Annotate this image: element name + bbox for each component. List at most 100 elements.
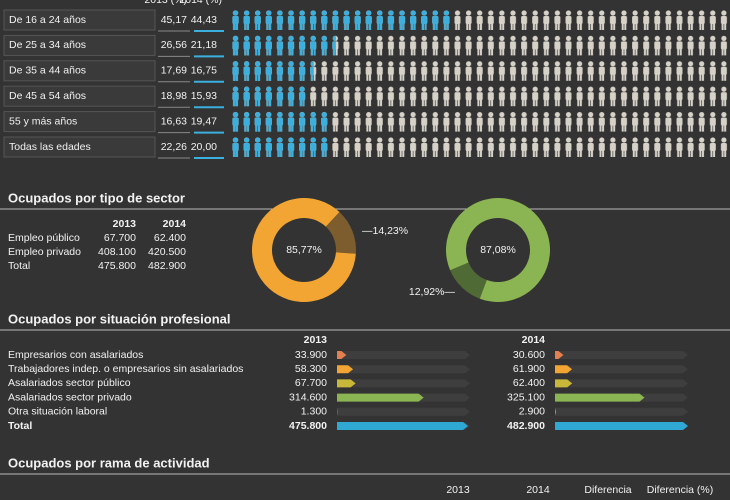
row-label: Asalariados sector privado xyxy=(8,391,132,403)
value: 420.500 xyxy=(148,246,186,258)
pictogram-share xyxy=(230,86,310,108)
row-label: De 35 a 44 años xyxy=(9,65,86,77)
value: 62.400 xyxy=(513,377,545,389)
pictogram-share xyxy=(230,137,330,158)
header: 2013 xyxy=(304,334,328,346)
value: 58.300 xyxy=(295,363,327,375)
bar xyxy=(337,379,356,388)
value: 482.900 xyxy=(507,420,545,432)
header: Diferencia (%) xyxy=(647,484,714,496)
bar xyxy=(555,422,688,430)
pictogram-bg xyxy=(230,60,730,82)
bar xyxy=(555,393,645,402)
row-label: Empresarios con asalariados xyxy=(8,349,143,361)
value-2014: 19,47 xyxy=(191,115,217,127)
donut-rest xyxy=(325,211,356,254)
row-label: Total xyxy=(8,420,32,432)
value-2013: 26,56 xyxy=(161,39,187,51)
value-2013: 16,63 xyxy=(161,115,187,127)
bar-track xyxy=(555,379,688,388)
pictogram-bg xyxy=(230,111,730,133)
bar xyxy=(337,393,424,402)
bar-track xyxy=(337,351,470,359)
section-title: Ocupados por tipo de sector xyxy=(8,190,185,205)
value: 61.900 xyxy=(513,363,545,375)
value: 325.100 xyxy=(507,391,545,403)
header: 2013 (%) xyxy=(144,0,187,6)
donut-rest-label: 12,92%— xyxy=(409,286,456,298)
bar-track xyxy=(337,407,470,416)
value-2014: 21,18 xyxy=(191,39,217,51)
pictogram-share xyxy=(230,111,328,133)
value: 314.600 xyxy=(289,391,327,403)
pictogram-share xyxy=(230,35,336,57)
pictogram-share xyxy=(230,10,453,31)
value: 62.400 xyxy=(154,232,186,244)
header: 2014 (%) xyxy=(179,0,222,6)
value-2013: 45,17 xyxy=(161,14,187,26)
row-label: Otra situación laboral xyxy=(8,406,107,418)
donut-rest xyxy=(450,262,487,299)
bar xyxy=(337,365,354,374)
value: 2.900 xyxy=(519,406,545,418)
row-label: De 25 a 34 años xyxy=(9,39,86,51)
value-2013: 18,98 xyxy=(161,90,187,102)
value-2014: 44,43 xyxy=(191,14,217,26)
bar-track xyxy=(555,351,688,359)
row-label: Total xyxy=(8,260,30,272)
pictogram-bg xyxy=(230,86,730,108)
row-label: De 45 a 54 años xyxy=(9,90,86,102)
value: 475.800 xyxy=(98,260,136,272)
bar xyxy=(555,365,573,374)
row-box xyxy=(3,60,156,82)
row-label: Empleo privado xyxy=(8,246,81,258)
header: Diferencia xyxy=(584,484,631,496)
donut-rest-label: —14,23% xyxy=(362,225,408,237)
bar xyxy=(555,351,564,359)
value: 67.700 xyxy=(104,232,136,244)
bar xyxy=(555,407,556,416)
header: 2013 xyxy=(113,218,137,230)
bar xyxy=(555,379,573,388)
header: 2014 xyxy=(522,334,546,346)
row-label: Trabajadores indep. o empresarios sin as… xyxy=(8,363,243,375)
row-box xyxy=(3,136,156,158)
bar-track xyxy=(555,407,688,416)
value: 33.900 xyxy=(295,349,327,361)
donut-label: 87,08% xyxy=(480,244,516,256)
value: 67.700 xyxy=(295,377,327,389)
value: 482.900 xyxy=(148,260,186,272)
row-label: Empleo público xyxy=(8,232,80,244)
pictogram-share xyxy=(230,60,314,82)
section-title: Ocupados por situación profesional xyxy=(8,311,230,326)
section-title: Ocupados por rama de actividad xyxy=(8,455,210,470)
row-label: Asalariados sector público xyxy=(8,377,131,389)
bar-track xyxy=(337,379,470,388)
value-2013: 17,69 xyxy=(161,65,187,77)
pictogram-bg xyxy=(230,35,730,57)
header: 2013 xyxy=(446,484,470,496)
value-2014: 20,00 xyxy=(191,141,217,153)
bar-track xyxy=(555,365,688,374)
row-box xyxy=(3,34,156,56)
value: 1.300 xyxy=(301,406,327,418)
value-2014: 15,93 xyxy=(191,90,217,102)
row-box xyxy=(3,111,156,133)
header: 2014 xyxy=(526,484,550,496)
header: 2014 xyxy=(163,218,187,230)
row-label: Todas las edades xyxy=(9,141,91,153)
value-2014: 16,75 xyxy=(191,65,217,77)
donut-main xyxy=(252,198,356,303)
value: 30.600 xyxy=(513,349,545,361)
bar-track xyxy=(337,365,470,374)
value: 408.100 xyxy=(98,246,136,258)
row-box xyxy=(3,85,156,107)
donut-label: 85,77% xyxy=(286,244,322,256)
pictogram-bg xyxy=(230,137,730,158)
bar xyxy=(337,422,469,430)
value-2013: 22,26 xyxy=(161,141,187,153)
row-box xyxy=(3,9,156,31)
value: 475.800 xyxy=(289,420,327,432)
